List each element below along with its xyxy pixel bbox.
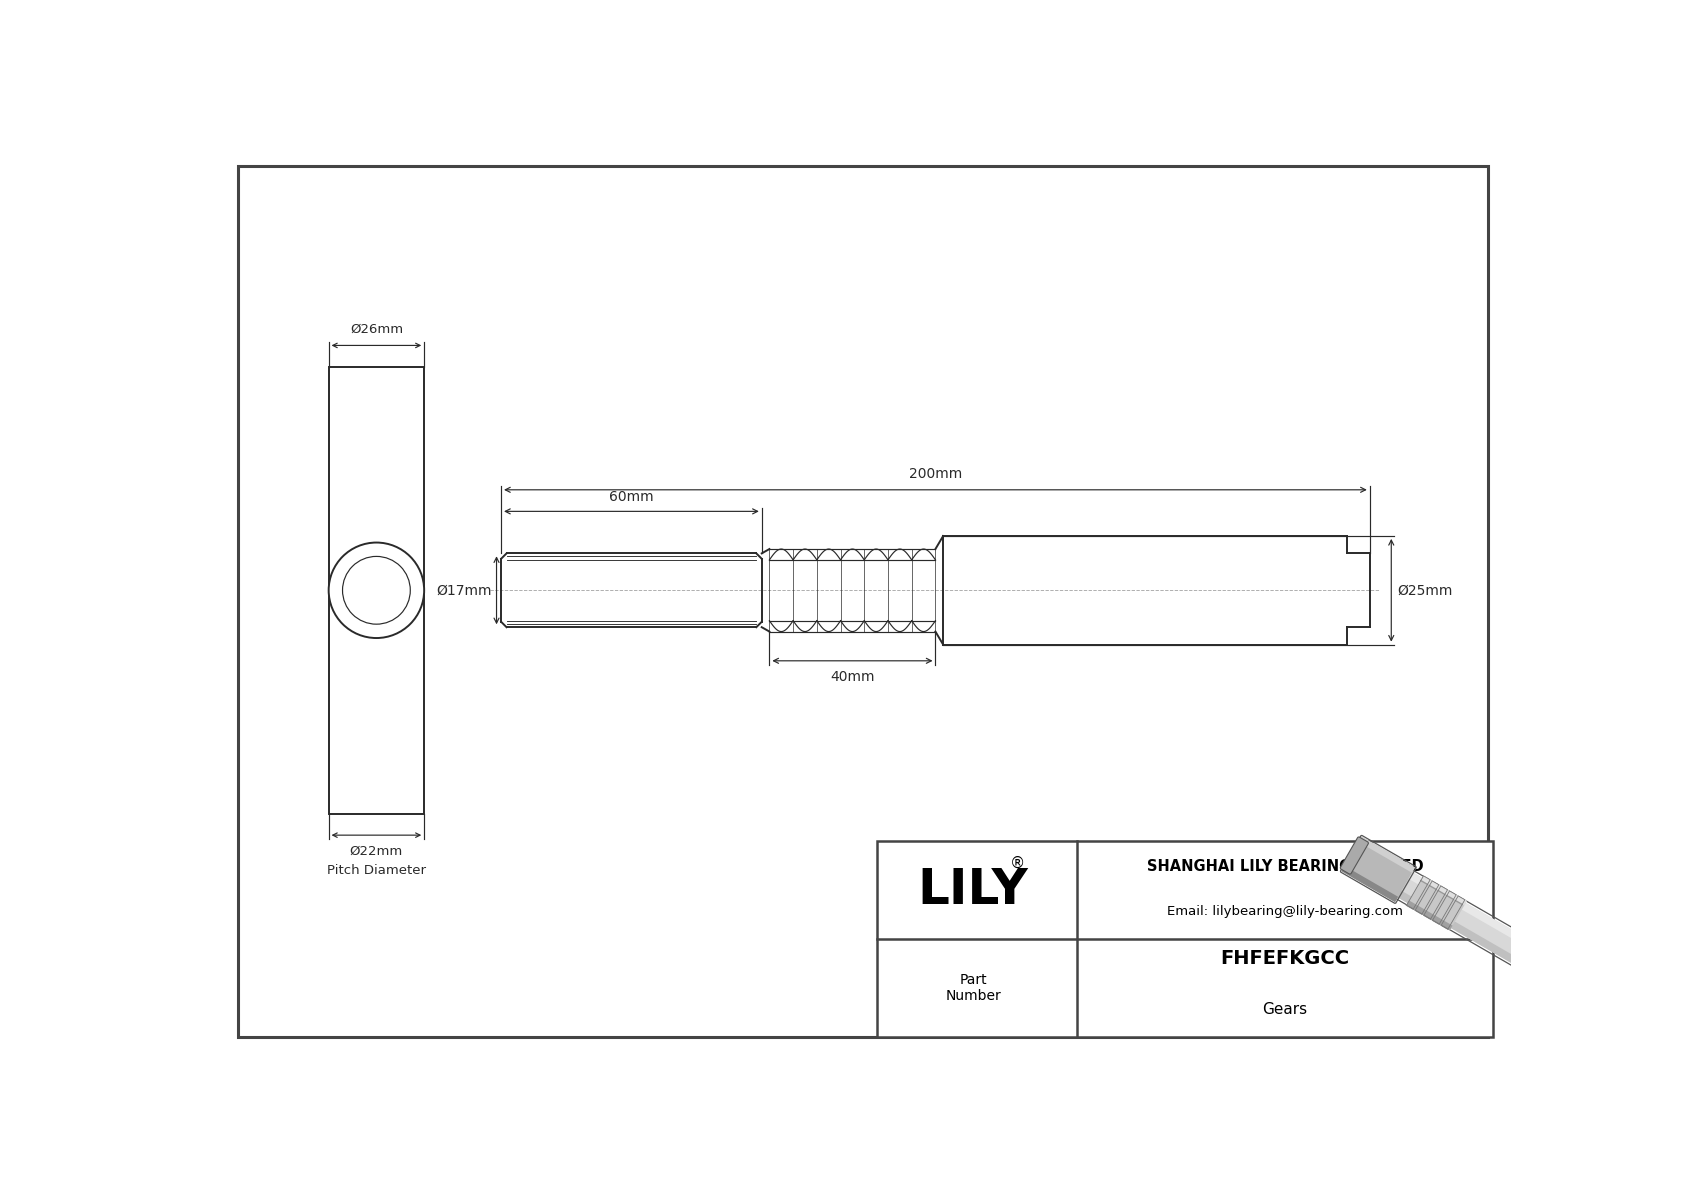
Text: FHFEFKGCC: FHFEFKGCC [1221,949,1349,968]
FancyBboxPatch shape [1344,860,1585,1003]
Text: Email: lilybearing@lily-bearing.com: Email: lilybearing@lily-bearing.com [1167,905,1403,918]
Circle shape [328,543,424,638]
FancyBboxPatch shape [1421,875,1467,905]
FancyBboxPatch shape [1406,900,1453,930]
Bar [1415,881,1438,913]
Bar [1433,891,1457,924]
Text: 60mm: 60mm [610,490,653,504]
Text: Ø26mm: Ø26mm [350,323,402,336]
FancyBboxPatch shape [1340,837,1369,874]
FancyBboxPatch shape [1356,841,1596,985]
Text: 200mm: 200mm [909,467,962,480]
Bar [1442,896,1465,929]
Text: 40mm: 40mm [830,671,874,684]
Bar [1406,875,1430,909]
FancyBboxPatch shape [1342,836,1415,902]
Text: ®: ® [1009,856,1024,871]
Text: Ø22mm: Ø22mm [350,844,402,858]
Text: Ø17mm: Ø17mm [436,584,492,598]
FancyBboxPatch shape [1344,841,1596,1003]
Text: LILY: LILY [918,866,1029,913]
Text: Part
Number: Part Number [945,973,1000,1003]
Bar [1425,886,1448,919]
Text: Ø25mm: Ø25mm [1398,584,1453,598]
FancyBboxPatch shape [1406,875,1467,930]
Bar [328,367,424,813]
Text: SHANGHAI LILY BEARING LIMITED: SHANGHAI LILY BEARING LIMITED [1147,859,1423,873]
FancyBboxPatch shape [1342,866,1398,902]
FancyBboxPatch shape [1580,977,1607,1011]
FancyBboxPatch shape [1359,836,1415,873]
Text: Gears: Gears [1263,1002,1307,1017]
Text: Pitch Diameter: Pitch Diameter [327,865,426,878]
Bar [877,841,1494,1037]
Circle shape [342,556,411,624]
